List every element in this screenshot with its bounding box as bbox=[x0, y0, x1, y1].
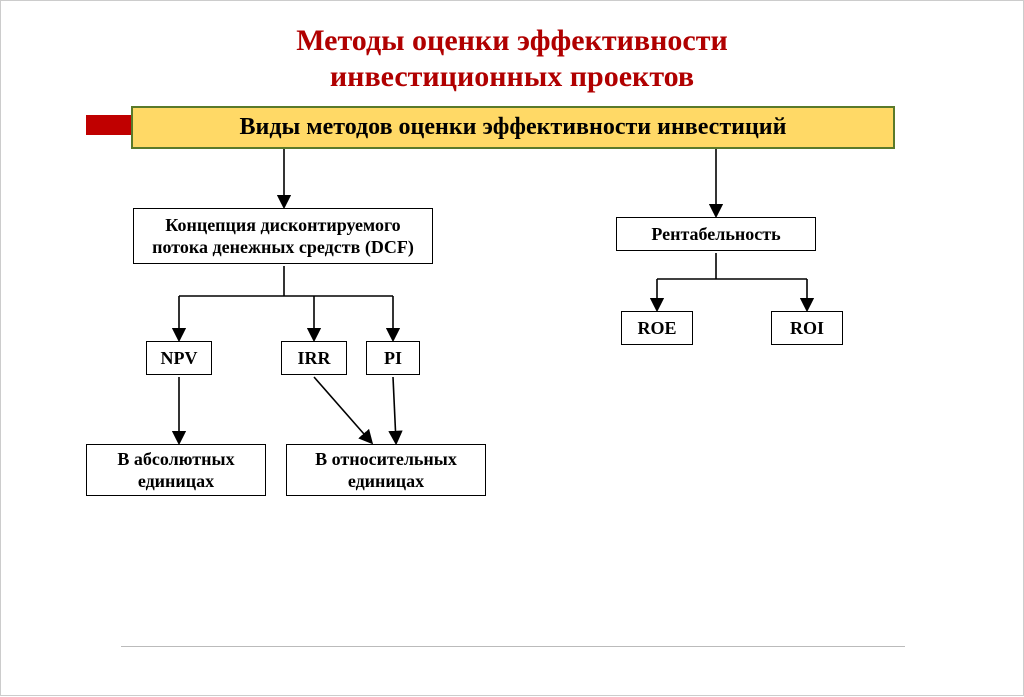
title-line1: Методы оценки эффективности bbox=[296, 24, 728, 57]
node-pi: PI bbox=[366, 341, 420, 375]
node-irr: IRR bbox=[281, 341, 347, 375]
page-title: Методы оценки эффективности инвестиционн… bbox=[1, 1, 1023, 95]
node-irr-label: IRR bbox=[297, 347, 330, 370]
node-pi-label: PI bbox=[384, 347, 402, 370]
subtitle-text: Виды методов оценки эффективности инвест… bbox=[240, 114, 787, 140]
footer-divider bbox=[121, 646, 905, 647]
node-profitability: Рентабельность bbox=[616, 217, 816, 251]
node-absolute: В абсолютных единицах bbox=[86, 444, 266, 496]
node-relative-label: В относительных единицах bbox=[297, 448, 475, 493]
subtitle-box: Виды методов оценки эффективности инвест… bbox=[131, 106, 895, 149]
node-dcf: Концепция дисконтируемого потока денежны… bbox=[133, 208, 433, 264]
accent-bar bbox=[86, 115, 132, 135]
node-roi-label: ROI bbox=[790, 317, 824, 340]
node-absolute-label: В абсолютных единицах bbox=[97, 448, 255, 493]
node-roi: ROI bbox=[771, 311, 843, 345]
node-roe-label: ROE bbox=[637, 317, 676, 340]
node-npv: NPV bbox=[146, 341, 212, 375]
node-relative: В относительных единицах bbox=[286, 444, 486, 496]
node-profitability-label: Рентабельность bbox=[651, 223, 780, 246]
node-roe: ROE bbox=[621, 311, 693, 345]
node-dcf-label: Концепция дисконтируемого потока денежны… bbox=[144, 214, 422, 259]
title-line2: инвестиционных проектов bbox=[330, 60, 694, 93]
node-npv-label: NPV bbox=[161, 347, 198, 370]
